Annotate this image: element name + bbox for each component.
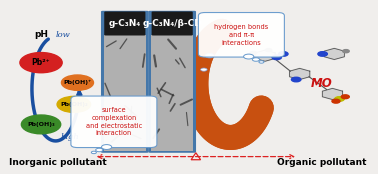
Circle shape [341, 95, 349, 99]
Text: Pb²⁺: Pb²⁺ [32, 58, 50, 67]
Circle shape [332, 99, 340, 103]
FancyBboxPatch shape [71, 96, 157, 148]
Circle shape [253, 58, 260, 61]
Text: hydrogen bonds
and π-π
interactions: hydrogen bonds and π-π interactions [214, 24, 268, 46]
Text: Pb(OH)₂: Pb(OH)₂ [60, 102, 88, 107]
Circle shape [335, 97, 344, 101]
Text: Pb(OH)⁺: Pb(OH)⁺ [64, 80, 91, 85]
Circle shape [201, 68, 207, 71]
Circle shape [57, 96, 91, 112]
Polygon shape [324, 48, 344, 60]
Polygon shape [255, 50, 275, 61]
Circle shape [343, 50, 349, 53]
Circle shape [291, 77, 301, 82]
FancyBboxPatch shape [151, 35, 193, 151]
Text: high: high [61, 133, 80, 141]
Text: g-C₃N₄/β-CD: g-C₃N₄/β-CD [142, 19, 202, 28]
Text: Organic pollutant: Organic pollutant [277, 158, 366, 167]
Circle shape [96, 148, 103, 152]
FancyBboxPatch shape [104, 11, 146, 35]
Circle shape [205, 53, 214, 58]
Circle shape [243, 54, 254, 59]
Circle shape [265, 49, 272, 52]
Circle shape [318, 52, 327, 56]
Circle shape [62, 75, 93, 90]
FancyBboxPatch shape [101, 11, 149, 153]
Text: MO: MO [311, 77, 332, 90]
Polygon shape [322, 88, 342, 100]
Text: g-C₃N₄: g-C₃N₄ [109, 19, 141, 28]
FancyBboxPatch shape [152, 11, 193, 35]
FancyBboxPatch shape [148, 11, 196, 153]
Text: Pb(OH)₃: Pb(OH)₃ [27, 122, 55, 127]
Text: pH: pH [34, 30, 48, 39]
Circle shape [259, 61, 264, 63]
Circle shape [20, 53, 62, 73]
Text: Inorganic pollutant: Inorganic pollutant [9, 158, 106, 167]
FancyBboxPatch shape [104, 35, 146, 151]
Circle shape [279, 52, 288, 56]
Text: low: low [56, 31, 70, 39]
Circle shape [102, 145, 112, 149]
Circle shape [91, 151, 96, 154]
Polygon shape [290, 68, 310, 80]
Text: surface
complexation
and electrostatic
interaction: surface complexation and electrostatic i… [86, 107, 142, 136]
Circle shape [250, 51, 257, 54]
Circle shape [272, 55, 282, 60]
FancyBboxPatch shape [198, 13, 284, 57]
Circle shape [22, 115, 61, 134]
